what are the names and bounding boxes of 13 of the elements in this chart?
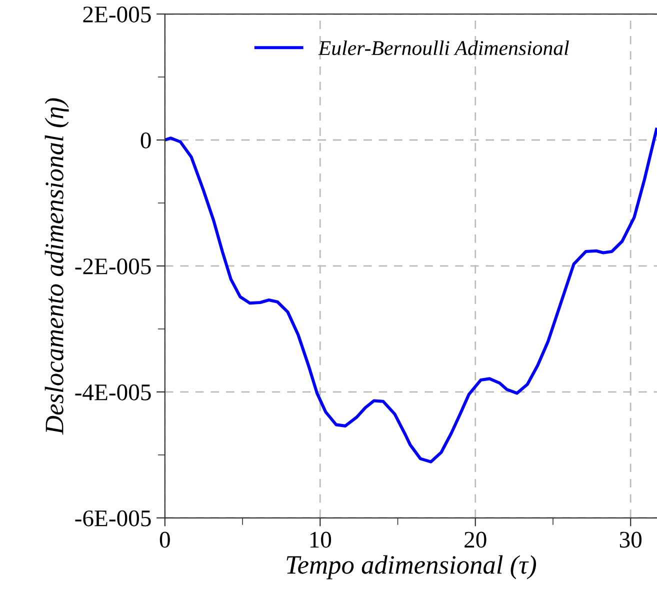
x-tick-label: 0 <box>160 532 170 548</box>
x-tick-label: 20 <box>464 532 486 548</box>
y-tick-label: -6E-005 <box>75 510 151 526</box>
line-series <box>164 128 657 464</box>
x-axis-title: Tempo adimensional (τ) <box>286 555 536 580</box>
x-tick-label: 10 <box>310 532 332 548</box>
legend-label: Euler-Bernoulli Adimensional <box>318 40 569 56</box>
y-tick-label: -2E-005 <box>75 258 151 274</box>
y-tick-label: 2E-005 <box>83 6 151 22</box>
x-tick-label: 30 <box>620 532 642 548</box>
y-axis-title: Deslocamento adimensional (η) <box>44 98 69 435</box>
y-tick-label: 0 <box>140 132 151 148</box>
y-tick-label: -4E-005 <box>75 384 151 400</box>
